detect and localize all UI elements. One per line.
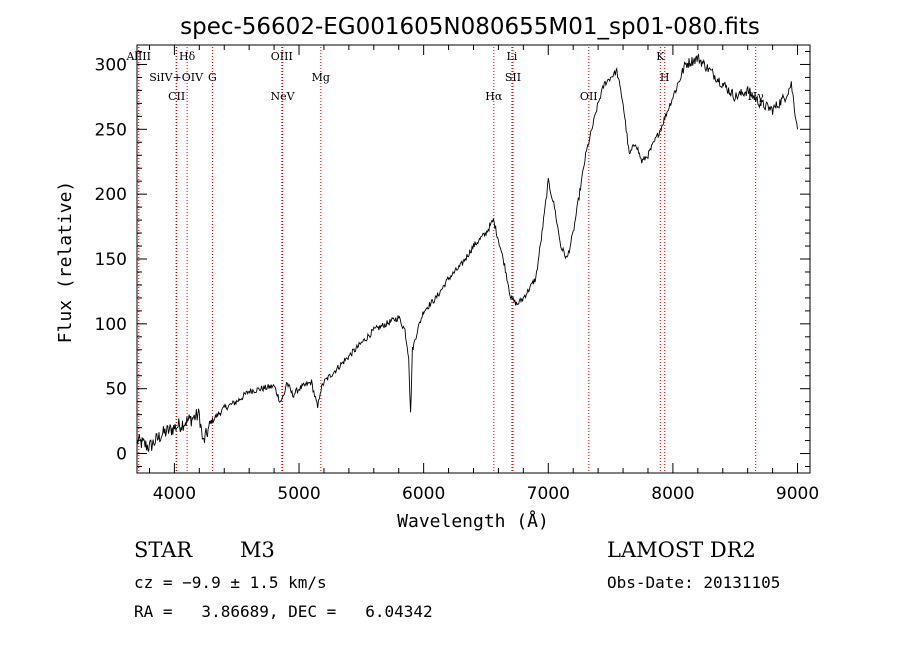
line-marker-label: CII: [168, 90, 185, 103]
data-release: LAMOST DR2: [607, 538, 756, 562]
chart-title: spec-56602-EG001605N080655M01_sp01-080.f…: [180, 14, 760, 40]
y-tick-label: 0: [116, 445, 127, 465]
object-subclass: M3: [240, 538, 275, 562]
x-axis-label: Wavelength (Å): [397, 510, 549, 532]
x-axis: 4000 5000 6000 7000 8000 9000: [148, 45, 819, 504]
x-tick-label: 7000: [527, 484, 570, 504]
line-marker-label: K: [656, 50, 665, 63]
coordinates: RA = 3.86689, DEC = 6.04342: [134, 602, 433, 621]
y-tick-label: 150: [95, 250, 127, 270]
y-axis: 0 50 100 150 200 250 300: [95, 50, 810, 468]
line-marker-label: Mg: [312, 71, 330, 84]
plot-frame: [136, 44, 811, 474]
line-marker-label: SII: [505, 71, 521, 84]
line-marker-label: AlIII: [125, 50, 151, 63]
x-tick-label: 5000: [277, 484, 320, 504]
y-tick-label: 300: [95, 55, 127, 75]
y-tick-label: 50: [105, 380, 127, 400]
spectrum-line: [136, 53, 798, 453]
x-tick-label: 6000: [402, 484, 445, 504]
line-marker-label: G: [208, 71, 217, 84]
line-marker-label: NeV: [271, 90, 296, 103]
line-marker-label: Hδ: [179, 50, 196, 63]
line-marker-label: OII: [580, 90, 598, 103]
y-tick-label: 250: [95, 120, 127, 140]
line-marker-label: Hα: [485, 90, 503, 103]
spectral-line-labels: AlIII SiIV+OIV CII Hδ G NeV OIII Mg Hα Li SII OII KH…: [125, 50, 764, 103]
object-class: STAR: [134, 538, 193, 562]
line-marker-label: SiIV+OIV: [149, 71, 204, 84]
line-marker-label: Li: [506, 50, 517, 63]
observation-date: Obs-Date: 20131105: [607, 573, 781, 592]
redshift-cz: cz = −9.9 ± 1.5 km/s: [134, 573, 327, 592]
spectral-line-markers: [138, 47, 757, 471]
line-marker-label: H: [660, 71, 670, 84]
x-tick-label: 9000: [776, 484, 819, 504]
y-tick-label: 100: [95, 315, 127, 335]
x-tick-label: 8000: [651, 484, 694, 504]
y-tick-label: 200: [95, 185, 127, 205]
line-marker-label: OIII: [271, 50, 293, 63]
x-tick-label: 4000: [153, 484, 196, 504]
y-axis-label: Flux (relative): [55, 181, 76, 344]
